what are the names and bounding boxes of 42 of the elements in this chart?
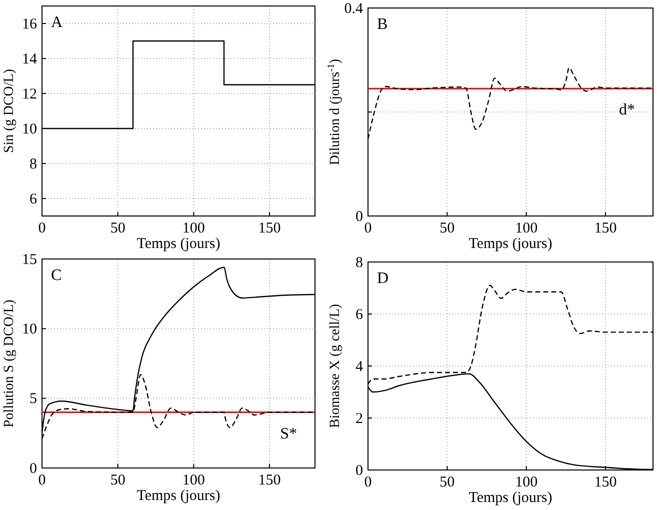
y-tick-label: 8 — [30, 156, 37, 172]
y-tick-label: 12 — [22, 86, 37, 102]
y-tick-label: 15 — [22, 252, 37, 268]
y-tick-label: 6 — [356, 306, 364, 323]
y-tick-label: 0 — [356, 208, 363, 225]
x-tick-label: 100 — [515, 474, 538, 491]
y-tick-label: 4 — [356, 358, 364, 375]
ref-line-label: d* — [619, 102, 635, 119]
y-tick-label: 14 — [22, 51, 38, 68]
text: A — [51, 14, 63, 31]
x-tick-label: 50 — [440, 220, 455, 237]
y-axis-title: Pollution S (g DCO/L) — [2, 299, 17, 428]
text: C — [51, 267, 62, 284]
y-tick-label: 0 — [30, 460, 37, 477]
x-tick-label: 100 — [515, 220, 538, 237]
y-tick-label: 2 — [356, 410, 363, 427]
y-tick-label: 10 — [22, 121, 37, 138]
x-axis-title: Temps (jours) — [136, 488, 220, 504]
y-tick-label: 10 — [22, 321, 37, 338]
x-axis-title: Temps (jours) — [468, 236, 552, 252]
y-axis-title: Sin (g DCO/L) — [2, 68, 17, 153]
x-tick-label: 50 — [440, 474, 455, 491]
y-tick-label: 0 — [356, 462, 363, 479]
ref-line-label: S* — [280, 425, 297, 442]
x-axis-title: Temps (jours) — [136, 236, 220, 252]
y-tick-label: 8 — [356, 254, 363, 271]
x-tick-label: 50 — [110, 220, 126, 237]
y-tick-label: 16 — [22, 16, 38, 32]
x-tick-label: 150 — [258, 472, 281, 489]
x-tick-label: 100 — [182, 220, 205, 237]
x-tick-label: 100 — [182, 472, 205, 489]
y-axis-title: Biomasse X (g cell/L) — [328, 304, 343, 428]
x-tick-label: 150 — [594, 474, 617, 491]
x-tick-label: 150 — [258, 220, 281, 237]
text: B — [377, 16, 388, 33]
y-tick-label: 6 — [30, 191, 38, 208]
x-axis-title: Temps (jours) — [468, 490, 552, 506]
x-tick-label: 50 — [110, 472, 126, 489]
y-tick-label: 5 — [30, 391, 37, 408]
text: D — [377, 270, 389, 287]
x-tick-label: 150 — [594, 220, 617, 237]
y-tick-label: 0.4 — [344, 0, 364, 17]
